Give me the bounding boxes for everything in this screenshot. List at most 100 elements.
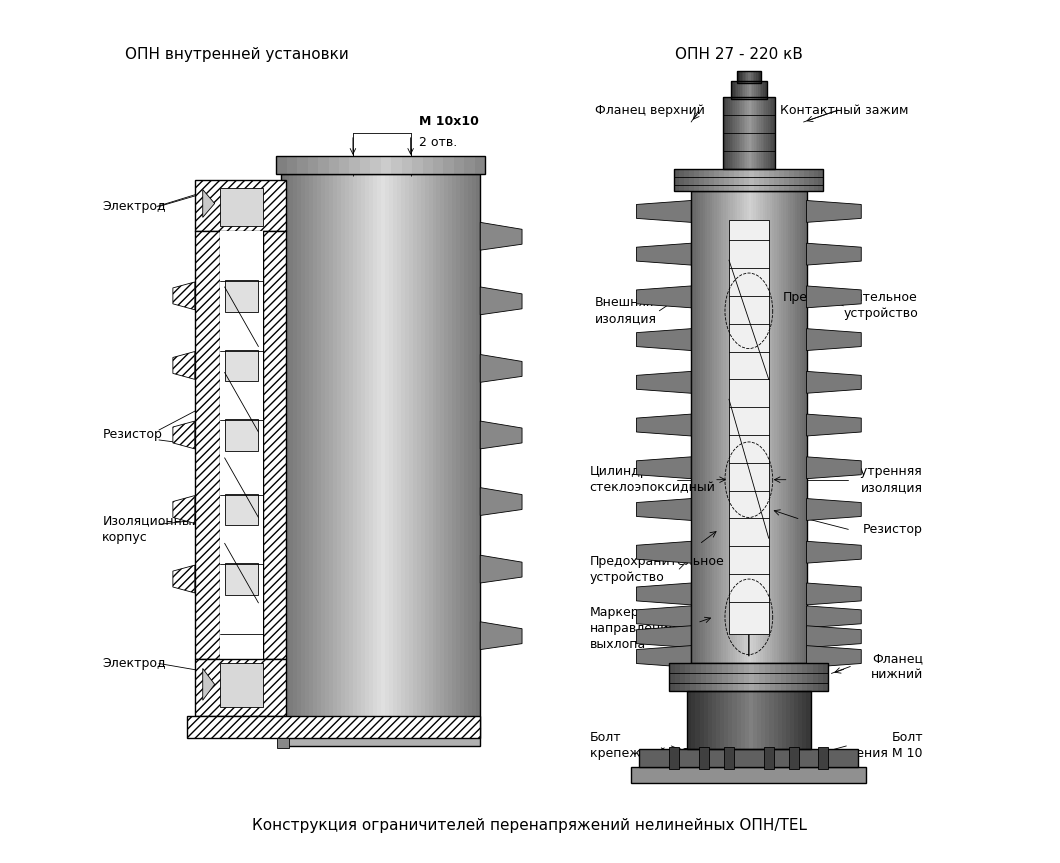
- Bar: [767, 191, 771, 664]
- Bar: [687, 691, 811, 749]
- Bar: [441, 173, 445, 728]
- Bar: [294, 173, 298, 728]
- Bar: [690, 664, 696, 691]
- Polygon shape: [480, 555, 522, 583]
- Polygon shape: [636, 626, 691, 647]
- Bar: [808, 664, 813, 691]
- Bar: [809, 168, 814, 191]
- Bar: [774, 191, 777, 664]
- Text: Контактный зажим: Контактный зажим: [779, 104, 908, 117]
- Bar: [798, 168, 805, 191]
- Bar: [695, 191, 699, 664]
- Bar: [287, 156, 298, 173]
- Polygon shape: [173, 495, 195, 523]
- Polygon shape: [636, 583, 691, 605]
- Bar: [732, 191, 736, 664]
- Bar: [412, 173, 417, 728]
- Bar: [763, 191, 765, 664]
- Bar: [711, 664, 718, 691]
- Bar: [313, 173, 318, 728]
- Bar: [740, 72, 742, 83]
- Bar: [758, 191, 761, 664]
- Bar: [793, 191, 795, 664]
- Polygon shape: [187, 716, 480, 738]
- Polygon shape: [480, 421, 522, 449]
- Bar: [746, 72, 748, 83]
- Bar: [691, 191, 694, 664]
- Bar: [752, 72, 754, 83]
- Bar: [701, 191, 703, 664]
- Bar: [443, 156, 455, 173]
- Bar: [679, 664, 686, 691]
- Polygon shape: [807, 626, 862, 647]
- Bar: [700, 168, 705, 191]
- Bar: [709, 168, 714, 191]
- Bar: [708, 691, 712, 749]
- Bar: [763, 81, 765, 99]
- Bar: [706, 664, 712, 691]
- Bar: [754, 664, 760, 691]
- Bar: [732, 664, 739, 691]
- Bar: [756, 72, 758, 83]
- Bar: [785, 191, 789, 664]
- Bar: [329, 156, 339, 173]
- Bar: [297, 156, 308, 173]
- Bar: [344, 173, 350, 728]
- Polygon shape: [807, 329, 862, 350]
- Bar: [813, 664, 818, 691]
- Bar: [743, 81, 746, 99]
- Bar: [632, 767, 866, 783]
- Bar: [360, 156, 371, 173]
- Bar: [699, 191, 701, 664]
- Bar: [794, 168, 799, 191]
- Bar: [225, 564, 259, 595]
- Bar: [277, 156, 485, 173]
- Bar: [744, 191, 747, 664]
- Bar: [795, 191, 798, 664]
- Bar: [764, 747, 774, 769]
- Text: Электрод: Электрод: [102, 657, 165, 670]
- Bar: [712, 691, 717, 749]
- Polygon shape: [807, 583, 862, 605]
- Bar: [409, 173, 413, 728]
- Text: Фланец
нижний: Фланец нижний: [870, 652, 923, 681]
- Bar: [772, 98, 774, 168]
- Bar: [735, 81, 737, 99]
- Bar: [760, 191, 763, 664]
- Bar: [305, 173, 310, 728]
- Text: Внешняя
изоляция: Внешняя изоляция: [595, 296, 656, 325]
- Bar: [773, 98, 775, 168]
- Bar: [723, 98, 725, 168]
- Bar: [701, 664, 707, 691]
- Bar: [417, 173, 421, 728]
- Bar: [745, 81, 747, 99]
- Bar: [385, 173, 389, 728]
- Bar: [798, 691, 802, 749]
- Bar: [797, 664, 802, 691]
- Bar: [709, 191, 712, 664]
- Bar: [695, 664, 702, 691]
- Polygon shape: [807, 414, 862, 436]
- Bar: [818, 168, 824, 191]
- Polygon shape: [636, 200, 691, 223]
- Bar: [780, 664, 787, 691]
- Polygon shape: [807, 499, 862, 520]
- Bar: [772, 191, 775, 664]
- Bar: [318, 156, 329, 173]
- Bar: [739, 168, 744, 191]
- Bar: [437, 173, 441, 728]
- Bar: [740, 81, 742, 99]
- Bar: [770, 191, 773, 664]
- Bar: [738, 81, 740, 99]
- Polygon shape: [480, 287, 522, 315]
- Bar: [737, 81, 739, 99]
- Bar: [281, 728, 480, 746]
- Text: ОПН 27 - 220 кВ: ОПН 27 - 220 кВ: [675, 47, 802, 62]
- Bar: [714, 191, 717, 664]
- Bar: [381, 173, 385, 728]
- Bar: [739, 98, 741, 168]
- Bar: [278, 738, 289, 748]
- Polygon shape: [173, 565, 195, 593]
- Bar: [764, 664, 771, 691]
- Bar: [759, 72, 761, 83]
